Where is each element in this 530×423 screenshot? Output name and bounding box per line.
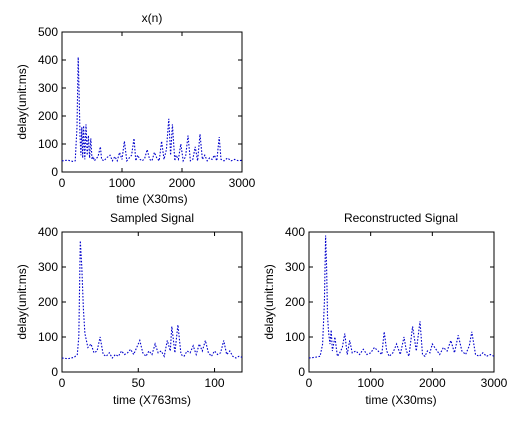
plot-area [308, 231, 495, 373]
y-tick-label: 400 [38, 53, 58, 67]
x-axis-label: time (X763ms) [113, 393, 191, 407]
plot-area [61, 31, 243, 173]
x-tick-label: 0 [59, 176, 66, 190]
x-axis-label: time (X30ms) [116, 192, 187, 206]
y-tick-label: 300 [38, 260, 58, 274]
tick-group: 0 1000 2000 3000 0 100 200 300 400 [285, 225, 508, 390]
y-tick-label: 500 [38, 25, 58, 39]
x-tick-label: 100 [205, 376, 225, 390]
y-tick-label: 0 [298, 365, 305, 379]
y-tick-label: 100 [38, 137, 58, 151]
y-axis-label: delay(unit:ms) [15, 64, 29, 139]
y-tick-label: 200 [285, 295, 305, 309]
y-tick-label: 0 [51, 165, 58, 179]
x-tick-label: 0 [306, 376, 313, 390]
y-tick-label: 300 [38, 81, 58, 95]
y-tick-label: 300 [285, 260, 305, 274]
y-tick-label: 100 [285, 330, 305, 344]
series-line [61, 240, 243, 360]
x-tick-label: 3000 [229, 176, 256, 190]
chart-title: Sampled Signal [110, 211, 194, 225]
tick-group: 0 50 100 0 100 200 300 400 [38, 225, 242, 390]
y-tick-label: 0 [51, 365, 58, 379]
chart-panel-sampled: Sampled Signal time (X763ms) delay(unit:… [15, 211, 243, 407]
x-tick-label: 1000 [109, 176, 136, 190]
x-tick-label: 3000 [481, 376, 508, 390]
tick-group: 0 1000 2000 3000 0 100 200 300 400 500 [38, 25, 256, 190]
y-axis-label: delay(unit:ms) [15, 264, 29, 339]
y-tick-label: 400 [38, 225, 58, 239]
x-tick-label: 1000 [357, 376, 384, 390]
x-axis-label: time (X30ms) [365, 393, 436, 407]
y-tick-label: 200 [38, 295, 58, 309]
chart-panel-signal: x(n) time (X30ms) delay(unit:ms) 0 1000 20… [15, 11, 256, 206]
y-axis-label: delay(unit:ms) [262, 264, 276, 339]
chart-title: Reconstructed Signal [344, 211, 458, 225]
chart-title: x(n) [142, 11, 163, 25]
series-line [308, 235, 495, 359]
y-tick-label: 400 [285, 225, 305, 239]
x-tick-label: 50 [132, 376, 146, 390]
y-tick-label: 100 [38, 330, 58, 344]
x-tick-label: 0 [59, 376, 66, 390]
chart-panel-reconstructed: Reconstructed Signal time (X30ms) delay(… [262, 211, 508, 407]
plot-area [61, 231, 243, 373]
y-tick-label: 200 [38, 109, 58, 123]
x-tick-label: 2000 [169, 176, 196, 190]
x-tick-label: 2000 [419, 376, 446, 390]
